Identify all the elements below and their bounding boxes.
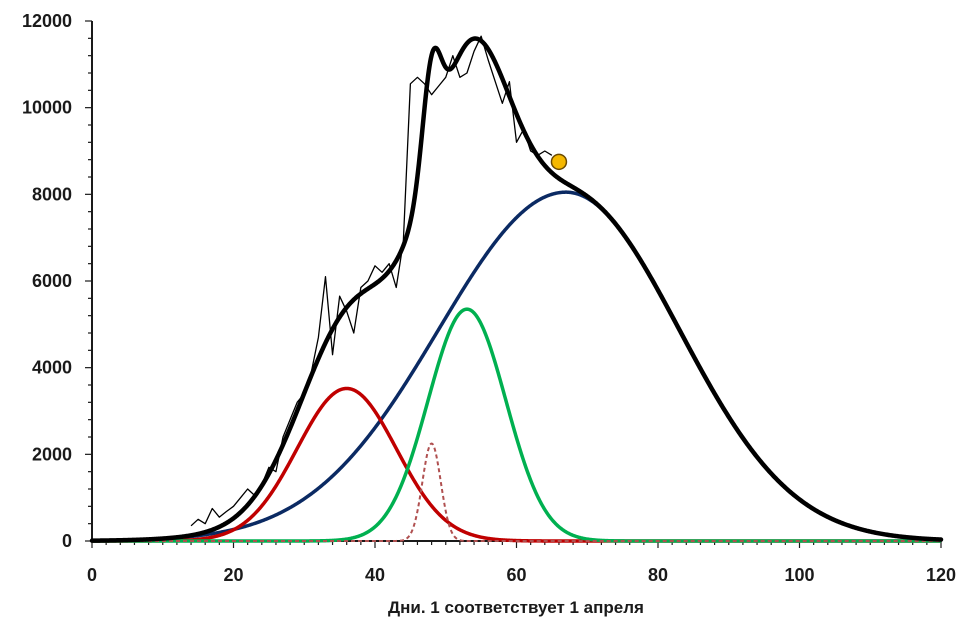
x-tick-label: 120 xyxy=(926,565,956,585)
x-tick-label: 100 xyxy=(784,565,814,585)
curves xyxy=(89,35,944,543)
x-axis-title: Дни. 1 соответствует 1 апреля xyxy=(388,598,644,617)
y-tick-label: 10000 xyxy=(22,98,72,118)
series-wave-small-line xyxy=(91,442,942,542)
y-tick-label: 6000 xyxy=(32,271,72,291)
y-tick-label: 0 xyxy=(62,531,72,551)
y-tick-label: 2000 xyxy=(32,444,72,464)
series-observed-line xyxy=(190,35,553,527)
x-tick-label: 40 xyxy=(365,565,385,585)
current-point-marker xyxy=(550,153,568,171)
y-tick-label: 8000 xyxy=(32,184,72,204)
x-tick-label: 20 xyxy=(223,565,243,585)
x-tick-label: 80 xyxy=(648,565,668,585)
x-tick-label: 0 xyxy=(87,565,97,585)
y-tick-label: 12000 xyxy=(22,11,72,31)
x-tick-label: 60 xyxy=(506,565,526,585)
y-tick-label: 4000 xyxy=(32,358,72,378)
series-total-line xyxy=(89,36,944,543)
